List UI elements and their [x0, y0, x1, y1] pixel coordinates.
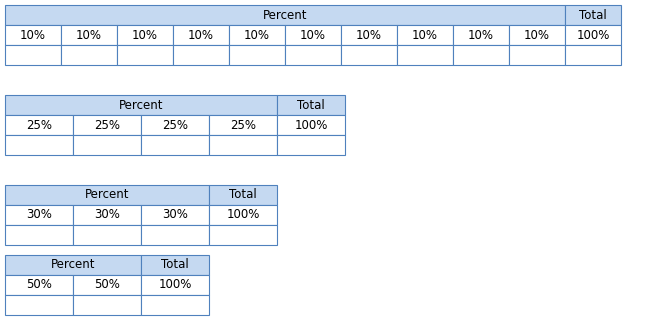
Text: Percent: Percent	[85, 188, 129, 202]
Bar	[209, 185, 277, 205]
Text: 30%: 30%	[94, 209, 120, 222]
Text: Total: Total	[229, 188, 257, 202]
Bar	[173, 45, 229, 65]
Text: 10%: 10%	[20, 29, 46, 42]
Text: 10%: 10%	[412, 29, 438, 42]
Bar	[5, 45, 61, 65]
Bar	[341, 25, 397, 45]
Bar	[5, 5, 565, 25]
Bar	[141, 135, 209, 155]
Text: 10%: 10%	[300, 29, 326, 42]
Bar	[173, 25, 229, 45]
Bar	[61, 25, 117, 45]
Text: 25%: 25%	[230, 118, 256, 131]
Bar	[397, 45, 453, 65]
Text: Percent: Percent	[263, 8, 307, 22]
Bar	[5, 275, 73, 295]
Bar	[5, 185, 209, 205]
Bar	[73, 295, 141, 315]
Text: 100%: 100%	[226, 209, 260, 222]
Bar	[5, 255, 141, 275]
Text: 10%: 10%	[244, 29, 270, 42]
Text: 100%: 100%	[295, 118, 328, 131]
Bar	[5, 115, 73, 135]
Text: 25%: 25%	[94, 118, 120, 131]
Text: 10%: 10%	[132, 29, 158, 42]
Bar	[453, 45, 509, 65]
Bar	[277, 95, 345, 115]
Bar	[509, 25, 565, 45]
Bar	[565, 45, 621, 65]
Text: 10%: 10%	[524, 29, 550, 42]
Bar	[277, 115, 345, 135]
Bar	[209, 225, 277, 245]
Text: 10%: 10%	[188, 29, 214, 42]
Bar	[141, 295, 209, 315]
Bar	[453, 25, 509, 45]
Text: 100%: 100%	[577, 29, 610, 42]
Bar	[5, 295, 73, 315]
Bar	[565, 5, 621, 25]
Bar	[141, 225, 209, 245]
Bar	[141, 205, 209, 225]
Bar	[341, 45, 397, 65]
Bar	[73, 205, 141, 225]
Text: Percent: Percent	[51, 259, 95, 271]
Bar	[229, 45, 285, 65]
Bar	[565, 25, 621, 45]
Bar	[5, 135, 73, 155]
Bar	[5, 225, 73, 245]
Bar	[209, 135, 277, 155]
Text: 50%: 50%	[94, 279, 120, 291]
Text: 100%: 100%	[158, 279, 192, 291]
Bar	[397, 25, 453, 45]
Bar	[141, 115, 209, 135]
Bar	[73, 275, 141, 295]
Bar	[141, 255, 209, 275]
Bar	[229, 25, 285, 45]
Text: 25%: 25%	[162, 118, 188, 131]
Text: 30%: 30%	[162, 209, 188, 222]
Bar	[73, 135, 141, 155]
Text: Total: Total	[579, 8, 607, 22]
Bar	[61, 45, 117, 65]
Bar	[117, 45, 173, 65]
Text: Total: Total	[161, 259, 189, 271]
Text: 10%: 10%	[76, 29, 102, 42]
Text: 30%: 30%	[26, 209, 52, 222]
Bar	[117, 25, 173, 45]
Bar	[277, 135, 345, 155]
Bar	[209, 115, 277, 135]
Text: 50%: 50%	[26, 279, 52, 291]
Bar	[141, 275, 209, 295]
Bar	[73, 225, 141, 245]
Text: 10%: 10%	[356, 29, 382, 42]
Bar	[73, 115, 141, 135]
Bar	[285, 45, 341, 65]
Bar	[285, 25, 341, 45]
Text: 10%: 10%	[468, 29, 494, 42]
Bar	[5, 25, 61, 45]
Text: 25%: 25%	[26, 118, 52, 131]
Bar	[509, 45, 565, 65]
Bar	[5, 95, 277, 115]
Text: Total: Total	[297, 99, 325, 111]
Bar	[5, 205, 73, 225]
Text: Percent: Percent	[118, 99, 164, 111]
Bar	[209, 205, 277, 225]
